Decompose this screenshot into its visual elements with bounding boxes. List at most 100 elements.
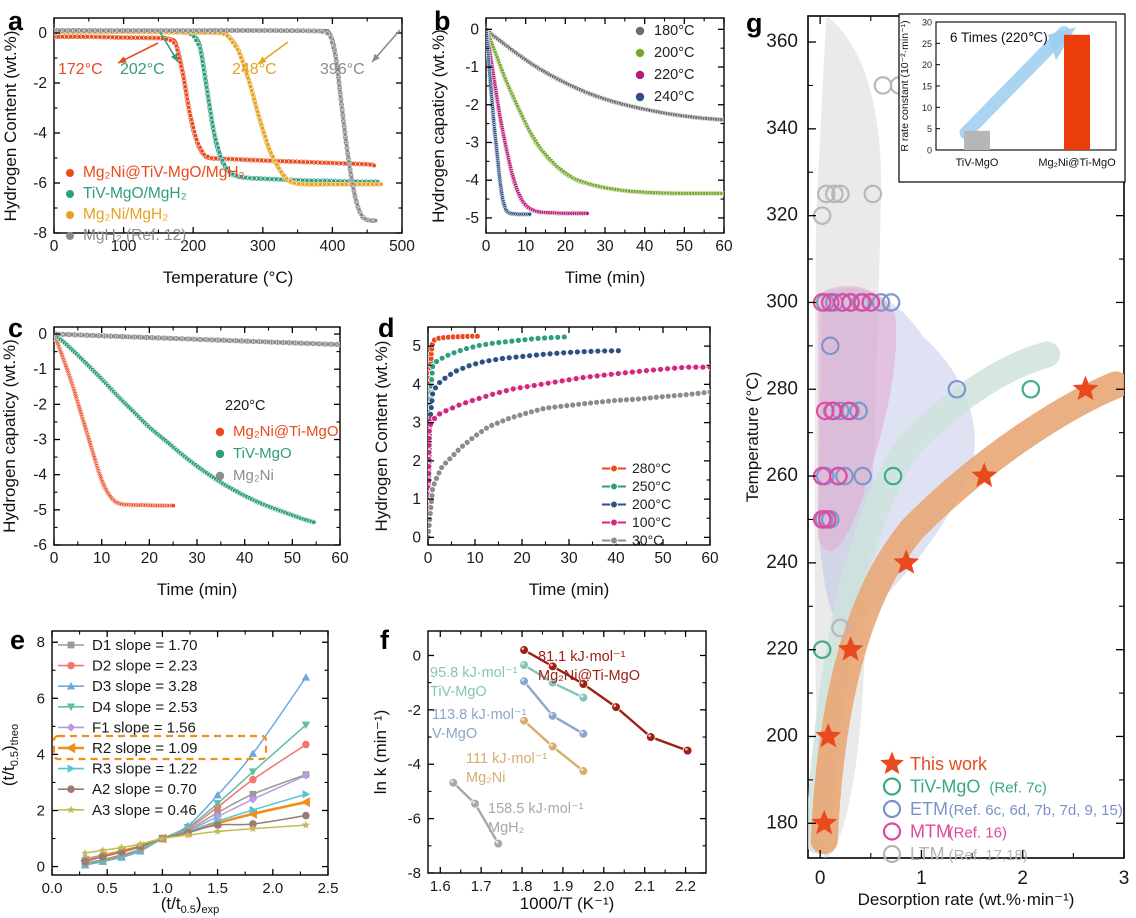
svg-text:1.0: 1.0 xyxy=(152,880,173,897)
svg-text:10: 10 xyxy=(93,550,111,567)
svg-text:2: 2 xyxy=(1017,868,1028,889)
svg-text:5: 5 xyxy=(927,124,932,134)
panel-e-chart: 0.0 0.5 1.0 1.5 2.0 2.5 0 2 4 6 8 (t/t0.5)exp (t/t… xyxy=(0,630,339,916)
svg-text:-6: -6 xyxy=(33,175,47,192)
svg-text:180: 180 xyxy=(766,812,798,833)
svg-text:2.2: 2.2 xyxy=(675,878,696,895)
svg-text:-1: -1 xyxy=(465,59,479,76)
svg-text:0: 0 xyxy=(37,859,45,876)
panel-c: c 0 10 20 30 40 50 60 0 -1 -2 -3 -4 -5 -6 Time (min) … xyxy=(0,305,370,615)
svg-text:0: 0 xyxy=(38,25,47,42)
svg-text:4: 4 xyxy=(412,376,421,393)
svg-text:2.1: 2.1 xyxy=(634,878,655,895)
panel-a-label: a xyxy=(8,6,24,36)
svg-text:50: 50 xyxy=(654,550,672,567)
panel-f: f 1.6 1.7 1.8 1.9 2.0 2.1 2.2 0 -2 -4 -6 -8 1000/T … xyxy=(370,615,740,918)
svg-text:25: 25 xyxy=(922,39,932,49)
svg-text:172°C: 172°C xyxy=(58,61,103,78)
svg-text:-4: -4 xyxy=(33,125,47,142)
panel-g-xlabel: Desorption rate (wt.%·min⁻¹) xyxy=(858,890,1075,909)
panel-f-xlabel: 1000/T (K⁻¹) xyxy=(520,894,615,913)
panel-c-condition: 220°C xyxy=(225,398,265,414)
svg-text:-2: -2 xyxy=(465,97,479,114)
svg-text:-4: -4 xyxy=(33,467,47,484)
svg-text:200°C: 200°C xyxy=(654,45,694,61)
svg-text:-8: -8 xyxy=(408,865,421,882)
svg-text:60: 60 xyxy=(701,550,719,567)
svg-text:D1 slope = 1.70: D1 slope = 1.70 xyxy=(92,637,198,654)
panel-c-label: c xyxy=(8,313,24,343)
svg-text:220°C: 220°C xyxy=(654,67,694,83)
svg-text:-2: -2 xyxy=(408,702,421,719)
svg-text:20: 20 xyxy=(141,550,159,567)
svg-text:0: 0 xyxy=(815,868,826,889)
svg-text:40: 40 xyxy=(236,550,254,567)
svg-text:30: 30 xyxy=(922,18,932,28)
svg-text:6: 6 xyxy=(37,690,45,707)
svg-text:V-MgO: V-MgO xyxy=(432,726,477,742)
svg-text:30: 30 xyxy=(596,238,614,255)
svg-text:(Ref. 16): (Ref. 16) xyxy=(949,825,1007,842)
svg-text:LTM: LTM xyxy=(910,844,945,864)
panel-a-chart: 0 100 200 300 400 500 0 -2 -4 -6 -8 Temperature (°… xyxy=(1,17,415,287)
svg-text:15: 15 xyxy=(922,82,932,92)
svg-text:4: 4 xyxy=(37,746,45,763)
svg-text:202°C: 202°C xyxy=(120,61,165,78)
panel-d: d 0 10 20 30 40 50 60 0 1 2 3 4 5 Time (min) Hydroge… xyxy=(370,305,740,615)
svg-text:0: 0 xyxy=(470,21,479,38)
svg-text:1.7: 1.7 xyxy=(471,878,492,895)
svg-text:Mg₂Ni: Mg₂Ni xyxy=(233,467,274,484)
svg-text:Mg₂Ni/MgH₂: Mg₂Ni/MgH₂ xyxy=(83,206,168,223)
panel-f-chart: 1.6 1.7 1.8 1.9 2.0 2.1 2.2 0 -2 -4 -6 -8 1000/T (K… xyxy=(371,630,707,913)
svg-text:300: 300 xyxy=(766,291,798,312)
svg-text:0: 0 xyxy=(412,529,421,546)
svg-text:-5: -5 xyxy=(33,502,47,519)
svg-text:1.6: 1.6 xyxy=(430,878,451,895)
svg-text:-5: -5 xyxy=(465,210,479,227)
svg-text:220: 220 xyxy=(766,639,798,660)
panel-d-xlabel: Time (min) xyxy=(529,580,610,599)
svg-text:(Ref. 6c, 6d, 7b, 7d, 9, 15): (Ref. 6c, 6d, 7b, 7d, 9, 15) xyxy=(949,802,1123,819)
panel-d-label: d xyxy=(378,313,395,343)
svg-text:6 Times (220℃): 6 Times (220℃) xyxy=(950,30,1048,45)
svg-text:30: 30 xyxy=(560,550,578,567)
svg-text:95.8 kJ·mol⁻¹: 95.8 kJ·mol⁻¹ xyxy=(430,665,518,681)
svg-text:5: 5 xyxy=(412,338,421,355)
svg-text:60: 60 xyxy=(715,238,733,255)
svg-text:50: 50 xyxy=(284,550,302,567)
svg-text:300: 300 xyxy=(250,238,276,255)
panel-d-chart: 0 10 20 30 40 50 60 0 1 2 3 4 5 Time (min) Hydrogen … xyxy=(372,326,719,599)
svg-text:0: 0 xyxy=(424,550,433,567)
svg-text:MgH₂: MgH₂ xyxy=(488,820,524,836)
panel-g: g 0 1 2 3 180 200 220 240 260 280 300 320 340 360 Des… xyxy=(740,0,1136,918)
svg-text:Mg₂Ni@TiV-MgO/MgH₂: Mg₂Ni@TiV-MgO/MgH₂ xyxy=(83,164,245,181)
panel-b-chart: 0 10 20 30 40 50 60 0 -1 -2 -3 -4 -5 Time (min) Hydr… xyxy=(429,17,733,287)
panel-g-ylabel: Temperature (°C) xyxy=(743,372,762,503)
panel-c-xlabel: Time (min) xyxy=(157,580,238,599)
svg-text:200: 200 xyxy=(766,725,798,746)
svg-text:340: 340 xyxy=(766,118,798,139)
svg-text:10: 10 xyxy=(922,103,932,113)
svg-text:1.5: 1.5 xyxy=(207,880,228,897)
svg-text:0: 0 xyxy=(50,550,59,567)
svg-text:D4 slope = 2.53: D4 slope = 2.53 xyxy=(92,699,198,716)
svg-text:Mg₂Ni@Ti-MgO: Mg₂Ni@Ti-MgO xyxy=(538,668,640,684)
svg-text:260: 260 xyxy=(766,465,798,486)
svg-text:280°C: 280°C xyxy=(632,460,671,476)
svg-text:R rate constant (10⁻²·min⁻¹): R rate constant (10⁻²·min⁻¹) xyxy=(899,20,911,151)
svg-text:3: 3 xyxy=(412,415,421,432)
svg-text:320: 320 xyxy=(766,205,798,226)
svg-text:40: 40 xyxy=(607,550,625,567)
svg-text:2.5: 2.5 xyxy=(318,880,339,897)
svg-text:200: 200 xyxy=(180,238,206,255)
svg-text:A2 slope = 0.70: A2 slope = 0.70 xyxy=(92,781,197,798)
svg-text:R3 slope = 1.22: R3 slope = 1.22 xyxy=(92,761,198,778)
svg-text:180°C: 180°C xyxy=(654,23,694,39)
panel-c-ylabel: Hydrogen capaticy (wt.%) xyxy=(0,339,19,533)
svg-text:MgH₂ (Ref. 12): MgH₂ (Ref. 12) xyxy=(83,227,186,244)
svg-text:0: 0 xyxy=(413,647,421,664)
svg-text:1.9: 1.9 xyxy=(552,878,573,895)
svg-text:D2 slope = 2.23: D2 slope = 2.23 xyxy=(92,658,198,675)
svg-text:360: 360 xyxy=(766,31,798,52)
